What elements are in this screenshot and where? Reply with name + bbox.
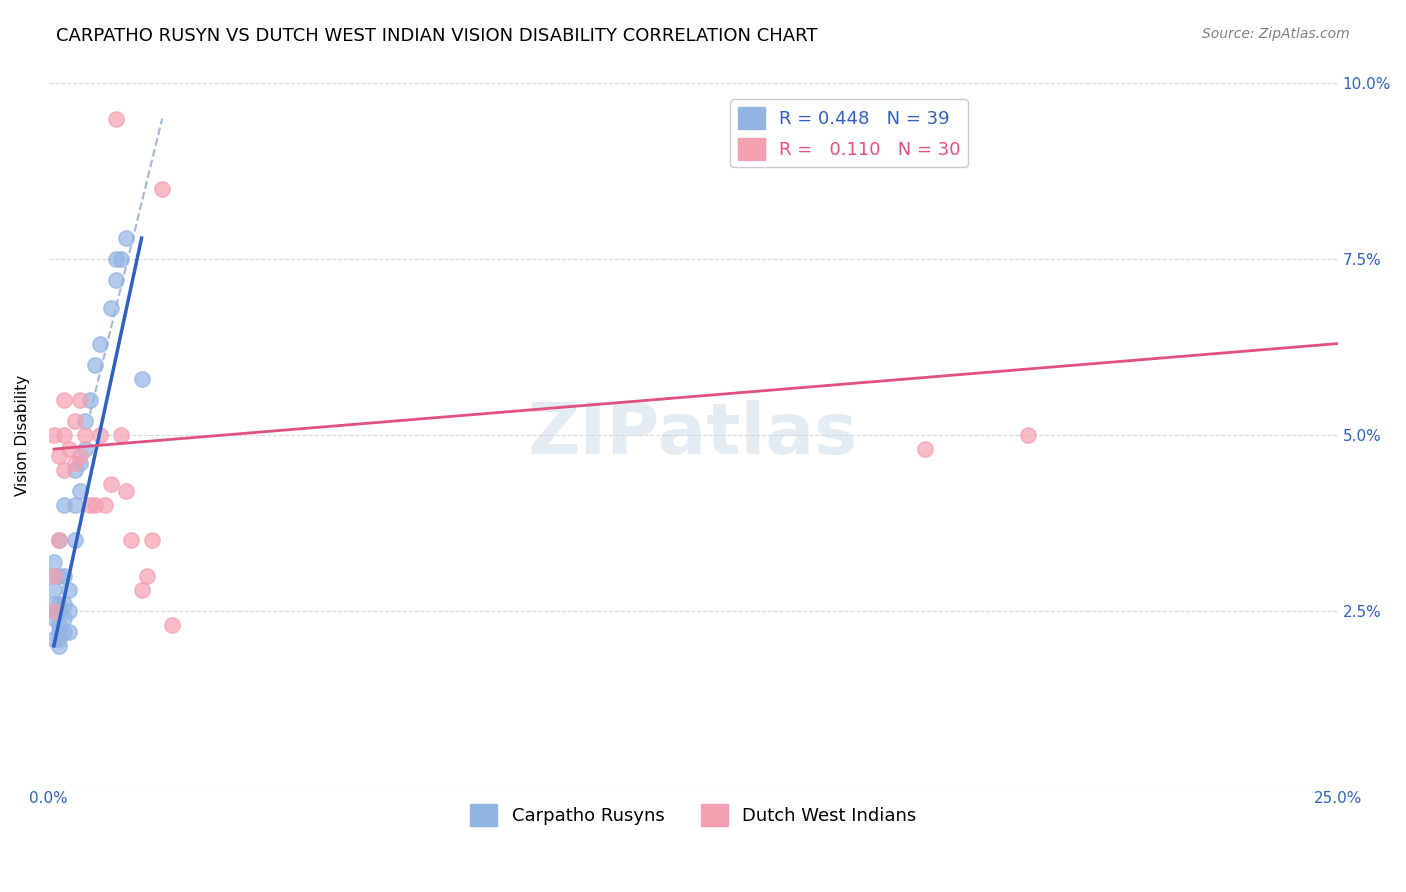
- Point: [120, 533, 142, 548]
- Point: [53, 568, 76, 582]
- Point: [63, 498, 86, 512]
- Point: [53, 463, 76, 477]
- Point: [42, 568, 65, 582]
- Point: [89, 336, 111, 351]
- Point: [53, 498, 76, 512]
- Point: [79, 498, 101, 512]
- Point: [89, 428, 111, 442]
- Point: [48, 449, 70, 463]
- Point: [48, 533, 70, 548]
- Point: [42, 604, 65, 618]
- Point: [63, 414, 86, 428]
- Point: [914, 442, 936, 456]
- Point: [94, 498, 117, 512]
- Legend: Carpatho Rusyns, Dutch West Indians: Carpatho Rusyns, Dutch West Indians: [463, 797, 924, 834]
- Point: [42, 582, 65, 597]
- Point: [53, 611, 76, 625]
- Point: [73, 428, 96, 442]
- Point: [131, 582, 153, 597]
- Point: [63, 463, 86, 477]
- Point: [42, 604, 65, 618]
- Point: [69, 484, 91, 499]
- Point: [141, 533, 163, 548]
- Point: [42, 611, 65, 625]
- Point: [42, 632, 65, 646]
- Point: [48, 597, 70, 611]
- Point: [104, 273, 127, 287]
- Point: [63, 533, 86, 548]
- Point: [42, 554, 65, 568]
- Point: [48, 624, 70, 639]
- Point: [110, 252, 132, 267]
- Point: [115, 484, 138, 499]
- Point: [110, 428, 132, 442]
- Point: [53, 597, 76, 611]
- Point: [53, 624, 76, 639]
- Point: [104, 112, 127, 126]
- Point: [69, 456, 91, 470]
- Point: [58, 442, 80, 456]
- Y-axis label: Vision Disability: Vision Disability: [15, 375, 30, 496]
- Point: [48, 617, 70, 632]
- Point: [162, 617, 184, 632]
- Point: [48, 604, 70, 618]
- Point: [53, 428, 76, 442]
- Point: [69, 392, 91, 407]
- Point: [58, 624, 80, 639]
- Text: Source: ZipAtlas.com: Source: ZipAtlas.com: [1202, 27, 1350, 41]
- Point: [135, 568, 157, 582]
- Point: [48, 568, 70, 582]
- Point: [53, 392, 76, 407]
- Point: [58, 604, 80, 618]
- Point: [100, 301, 122, 316]
- Point: [58, 582, 80, 597]
- Point: [79, 392, 101, 407]
- Point: [115, 231, 138, 245]
- Point: [1017, 428, 1039, 442]
- Point: [150, 182, 173, 196]
- Point: [69, 449, 91, 463]
- Point: [73, 442, 96, 456]
- Point: [100, 477, 122, 491]
- Point: [42, 597, 65, 611]
- Point: [131, 372, 153, 386]
- Text: ZIPatlas: ZIPatlas: [529, 401, 858, 469]
- Point: [48, 533, 70, 548]
- Point: [104, 252, 127, 267]
- Point: [48, 632, 70, 646]
- Point: [84, 358, 107, 372]
- Point: [73, 414, 96, 428]
- Point: [63, 456, 86, 470]
- Text: CARPATHO RUSYN VS DUTCH WEST INDIAN VISION DISABILITY CORRELATION CHART: CARPATHO RUSYN VS DUTCH WEST INDIAN VISI…: [56, 27, 818, 45]
- Point: [48, 639, 70, 653]
- Point: [42, 568, 65, 582]
- Point: [84, 498, 107, 512]
- Point: [42, 428, 65, 442]
